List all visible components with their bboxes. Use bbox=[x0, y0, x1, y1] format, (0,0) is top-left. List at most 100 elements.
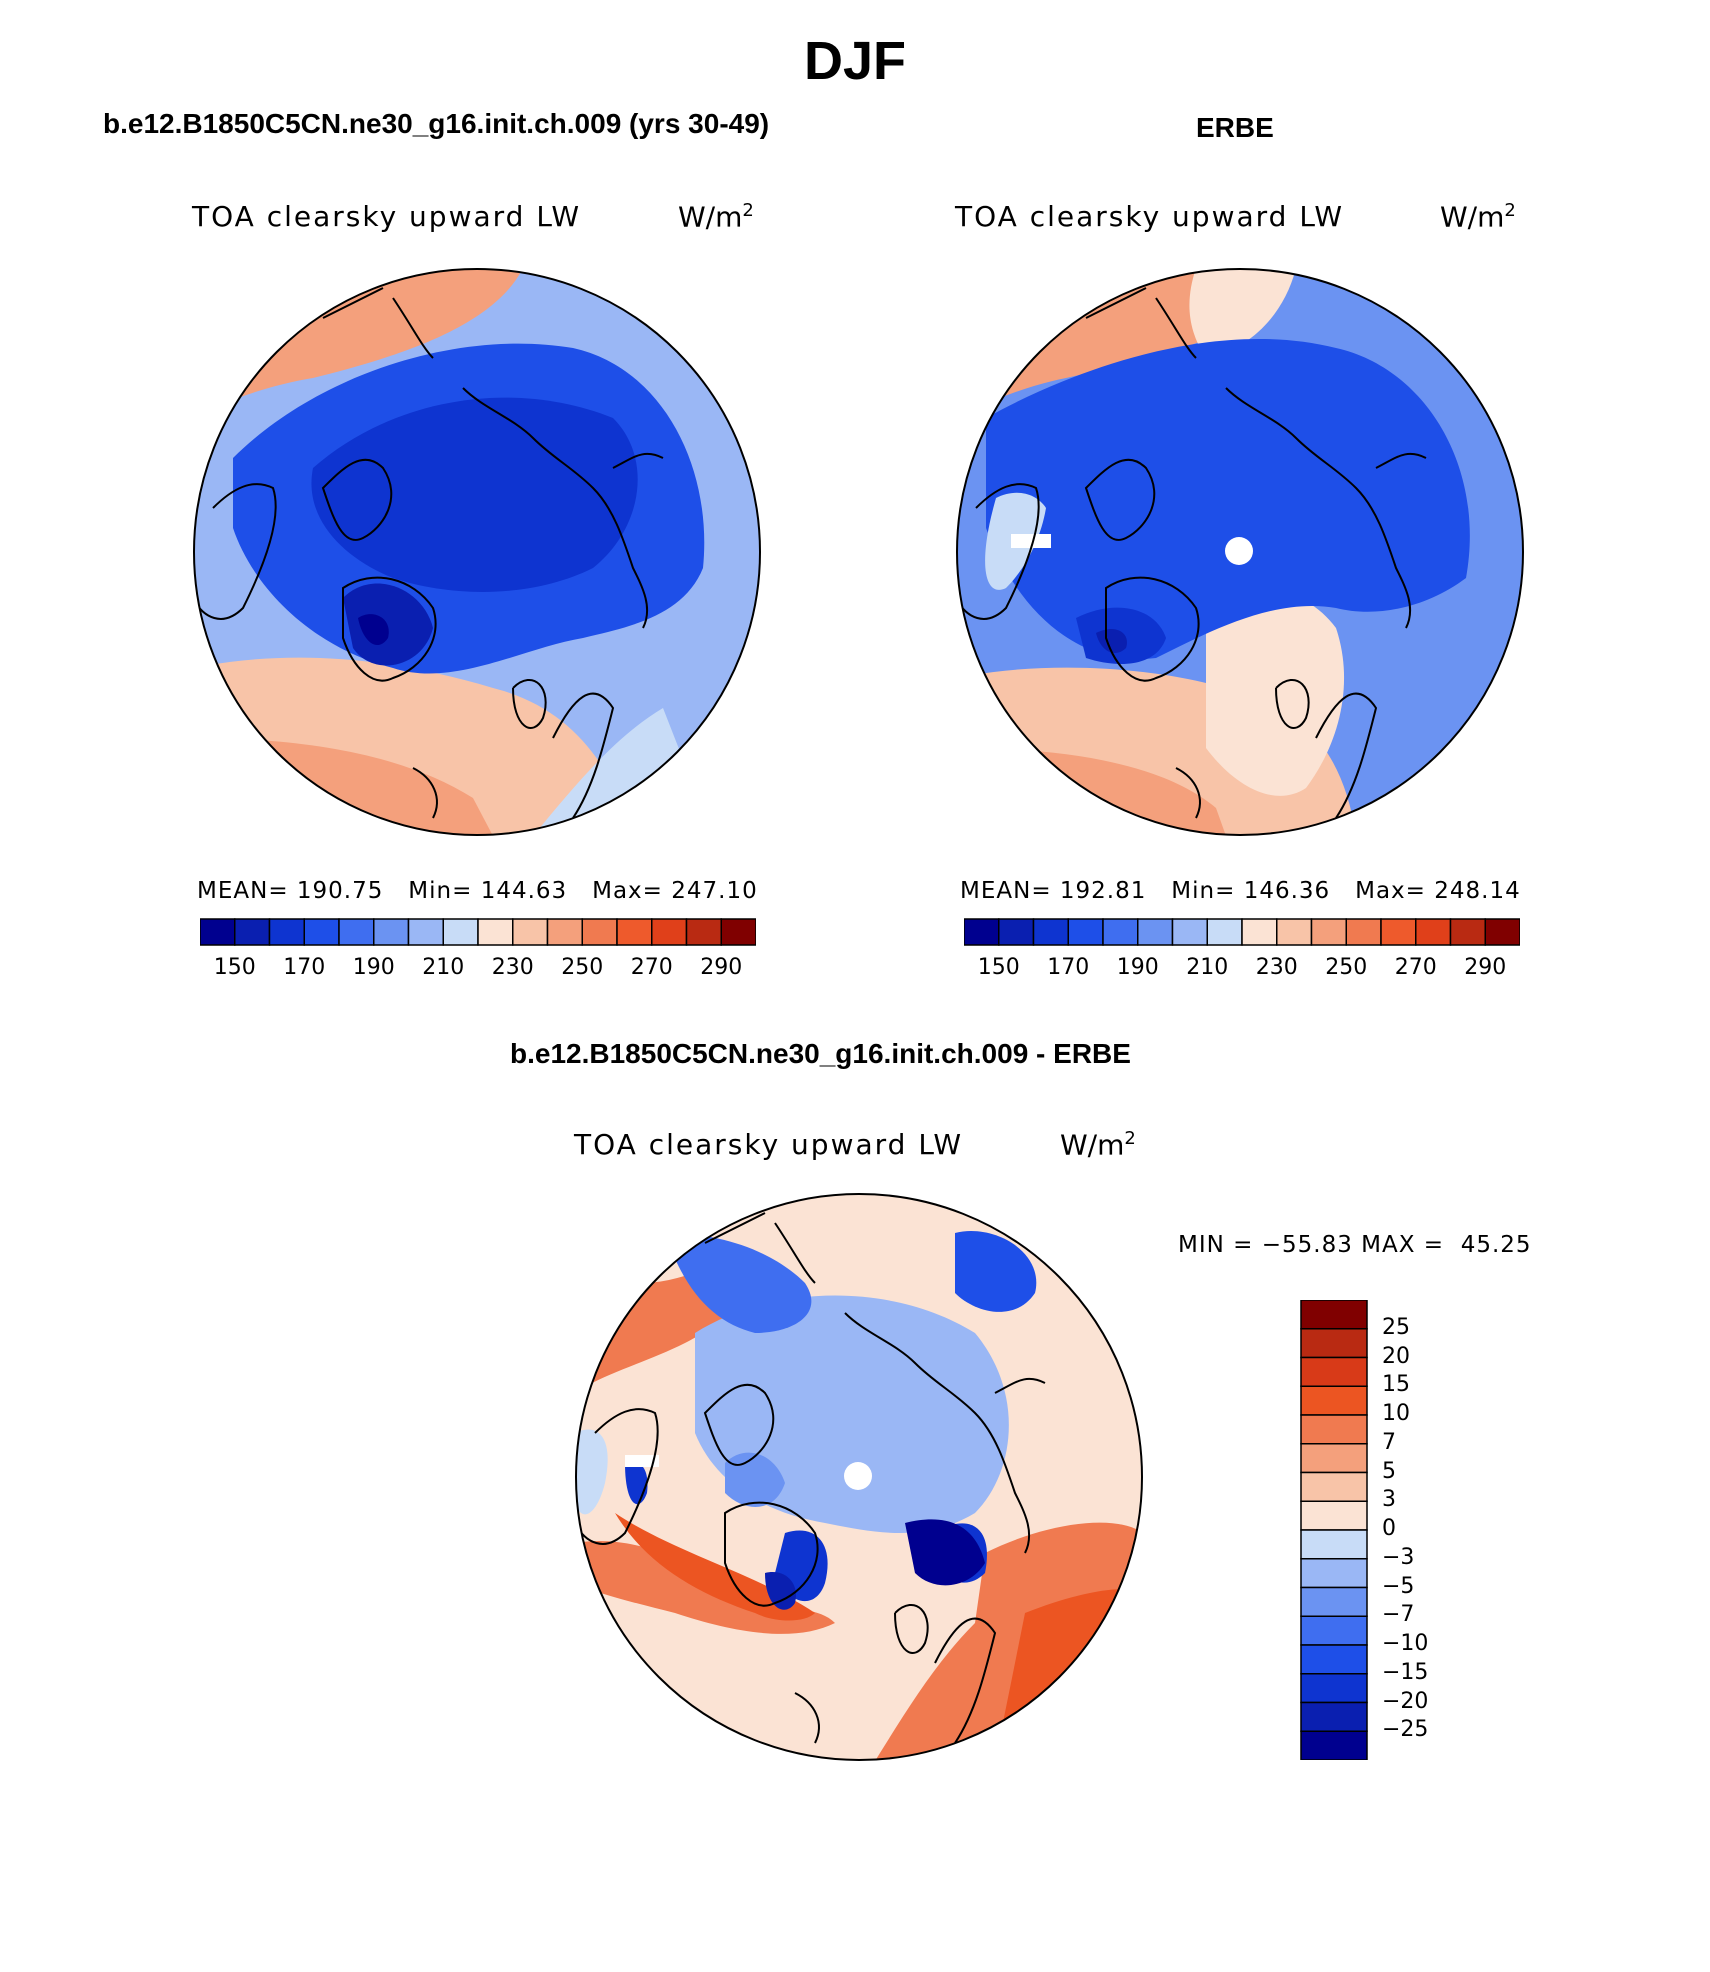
model-colorbar-swatch bbox=[616, 918, 653, 946]
diff-colorbar-tick-label: −3 bbox=[1382, 1544, 1415, 1570]
diff-units-label: W/m2 bbox=[1060, 1128, 1136, 1162]
obs-colorbar-ticks: 150 170 190 210 230 250 270 290 bbox=[964, 955, 1520, 985]
diff-colorbar-tick-label: 10 bbox=[1382, 1401, 1410, 1426]
model-colorbar bbox=[200, 918, 756, 946]
diff-colorbar-swatch bbox=[1300, 1529, 1368, 1560]
diff-colorbar-swatch bbox=[1300, 1328, 1368, 1359]
obs-colorbar-swatch bbox=[1137, 918, 1174, 946]
obs-colorbar-swatch bbox=[998, 918, 1035, 946]
model-colorbar-swatch bbox=[234, 918, 271, 946]
obs-stats-label: MEAN= 192.81 Min= 146.36 Max= 248.14 bbox=[960, 878, 1521, 904]
model-colorbar-swatch bbox=[338, 918, 375, 946]
obs-panel-title: ERBE bbox=[1196, 112, 1274, 143]
obs-colorbar-swatch bbox=[1241, 918, 1278, 946]
diff-colorbar-swatch bbox=[1300, 1558, 1368, 1589]
obs-colorbar-tick-label: 230 bbox=[1255, 955, 1298, 980]
diff-colorbar-swatch bbox=[1300, 1701, 1368, 1732]
model-units-label: W/m2 bbox=[678, 200, 754, 234]
diff-colorbar-swatch bbox=[1300, 1730, 1368, 1760]
diff-colorbar-tick-label: 20 bbox=[1382, 1343, 1410, 1369]
model-colorbar-swatch bbox=[373, 918, 410, 946]
obs-polar-map bbox=[956, 268, 1524, 836]
obs-colorbar-tick-label: 290 bbox=[1464, 955, 1507, 980]
obs-colorbar-swatch bbox=[1067, 918, 1104, 946]
obs-colorbar-swatch bbox=[1415, 918, 1452, 946]
model-colorbar-tick-label: 270 bbox=[630, 955, 673, 980]
model-colorbar-swatch bbox=[512, 918, 549, 946]
diff-colorbar-swatch bbox=[1300, 1414, 1368, 1445]
diff-colorbar-tick-label: 0 bbox=[1382, 1516, 1396, 1541]
obs-colorbar-swatch bbox=[1449, 918, 1486, 946]
obs-colorbar-tick-label: 250 bbox=[1325, 955, 1368, 980]
diff-colorbar-swatch bbox=[1300, 1615, 1368, 1646]
obs-colorbar-tick-label: 150 bbox=[977, 955, 1020, 980]
model-colorbar-tick-label: 150 bbox=[213, 955, 256, 980]
diff-colorbar-swatch bbox=[1300, 1500, 1368, 1531]
model-polar-map bbox=[193, 268, 761, 836]
obs-colorbar-tick-label: 170 bbox=[1047, 955, 1090, 980]
obs-colorbar-tick-label: 270 bbox=[1394, 955, 1437, 980]
model-colorbar-swatch bbox=[546, 918, 583, 946]
diff-colorbar-tick-label: −5 bbox=[1382, 1573, 1415, 1599]
model-stats-label: MEAN= 190.75 Min= 144.63 Max= 247.10 bbox=[197, 878, 758, 904]
diff-colorbar-swatch bbox=[1300, 1300, 1368, 1330]
obs-variable-label: TOA clearsky upward LW bbox=[955, 200, 1345, 233]
obs-colorbar-tick-label: 190 bbox=[1116, 955, 1159, 980]
model-colorbar-swatch bbox=[268, 918, 305, 946]
figure-title: DJF bbox=[803, 31, 906, 91]
model-colorbar-swatch bbox=[581, 918, 618, 946]
model-colorbar-swatch bbox=[407, 918, 444, 946]
model-colorbar-tick-label: 190 bbox=[352, 955, 395, 980]
diff-panel-title: b.e12.B1850C5CN.ne30_g16.init.ch.009 - E… bbox=[510, 1038, 1131, 1069]
diff-colorbar-ticks: 25 20 15 10 7 5 3 0 −3 −5 −7 −10 −15 −20 −25 bbox=[1382, 1300, 1482, 1760]
model-panel-title: b.e12.B1850C5CN.ne30_g16.init.ch.009 (yr… bbox=[103, 108, 770, 139]
model-colorbar-swatch bbox=[477, 918, 514, 946]
diff-colorbar-swatch bbox=[1300, 1673, 1368, 1704]
diff-colorbar-swatch bbox=[1300, 1443, 1368, 1474]
model-colorbar-swatch bbox=[720, 918, 756, 946]
model-colorbar-tick-label: 230 bbox=[491, 955, 534, 980]
diff-variable-label: TOA clearsky upward LW bbox=[574, 1128, 964, 1161]
obs-colorbar-swatch bbox=[1310, 918, 1347, 946]
model-colorbar-tick-label: 210 bbox=[422, 955, 465, 980]
obs-colorbar-swatch bbox=[1484, 918, 1520, 946]
obs-colorbar-swatch bbox=[964, 918, 1000, 946]
diff-colorbar-tick-label: 5 bbox=[1382, 1458, 1396, 1484]
diff-colorbar-tick-label: 15 bbox=[1382, 1372, 1410, 1398]
model-colorbar-ticks: 150 170 190 210 230 250 270 290 bbox=[200, 955, 756, 985]
diff-colorbar-tick-label: −15 bbox=[1382, 1659, 1429, 1685]
obs-colorbar-swatch bbox=[1102, 918, 1139, 946]
diff-colorbar-tick-label: −20 bbox=[1382, 1688, 1429, 1714]
model-colorbar-tick-label: 290 bbox=[700, 955, 743, 980]
diff-colorbar bbox=[1300, 1300, 1368, 1760]
obs-colorbar-swatch bbox=[1171, 918, 1208, 946]
diff-colorbar-tick-label: 7 bbox=[1382, 1429, 1396, 1455]
diff-colorbar-swatch bbox=[1300, 1644, 1368, 1675]
model-colorbar-swatch bbox=[200, 918, 236, 946]
obs-colorbar-swatch bbox=[1380, 918, 1417, 946]
model-colorbar-tick-label: 250 bbox=[561, 955, 604, 980]
diff-polar-map bbox=[575, 1193, 1143, 1761]
model-variable-label: TOA clearsky upward LW bbox=[192, 200, 582, 233]
diff-stats-label: MIN = −55.83 MAX = 45.25 bbox=[1178, 1232, 1532, 1258]
model-colorbar-tick-label: 170 bbox=[283, 955, 326, 980]
diff-colorbar-tick-label: −10 bbox=[1382, 1631, 1429, 1656]
diff-colorbar-swatch bbox=[1300, 1586, 1368, 1617]
diff-colorbar-swatch bbox=[1300, 1471, 1368, 1502]
diff-colorbar-swatch bbox=[1300, 1385, 1368, 1416]
obs-colorbar-swatch bbox=[1345, 918, 1382, 946]
diff-colorbar-swatch bbox=[1300, 1356, 1368, 1387]
model-colorbar-swatch bbox=[685, 918, 722, 946]
obs-colorbar-tick-label: 210 bbox=[1186, 955, 1229, 980]
obs-colorbar bbox=[964, 918, 1520, 946]
diff-colorbar-tick-label: 25 bbox=[1382, 1314, 1410, 1340]
diff-colorbar-tick-label: 3 bbox=[1382, 1487, 1396, 1513]
diff-colorbar-tick-label: −25 bbox=[1382, 1717, 1429, 1743]
obs-colorbar-swatch bbox=[1206, 918, 1243, 946]
obs-colorbar-swatch bbox=[1032, 918, 1069, 946]
model-colorbar-swatch bbox=[442, 918, 479, 946]
obs-units-label: W/m2 bbox=[1440, 200, 1516, 234]
model-colorbar-swatch bbox=[651, 918, 688, 946]
obs-colorbar-swatch bbox=[1276, 918, 1313, 946]
model-colorbar-swatch bbox=[303, 918, 340, 946]
